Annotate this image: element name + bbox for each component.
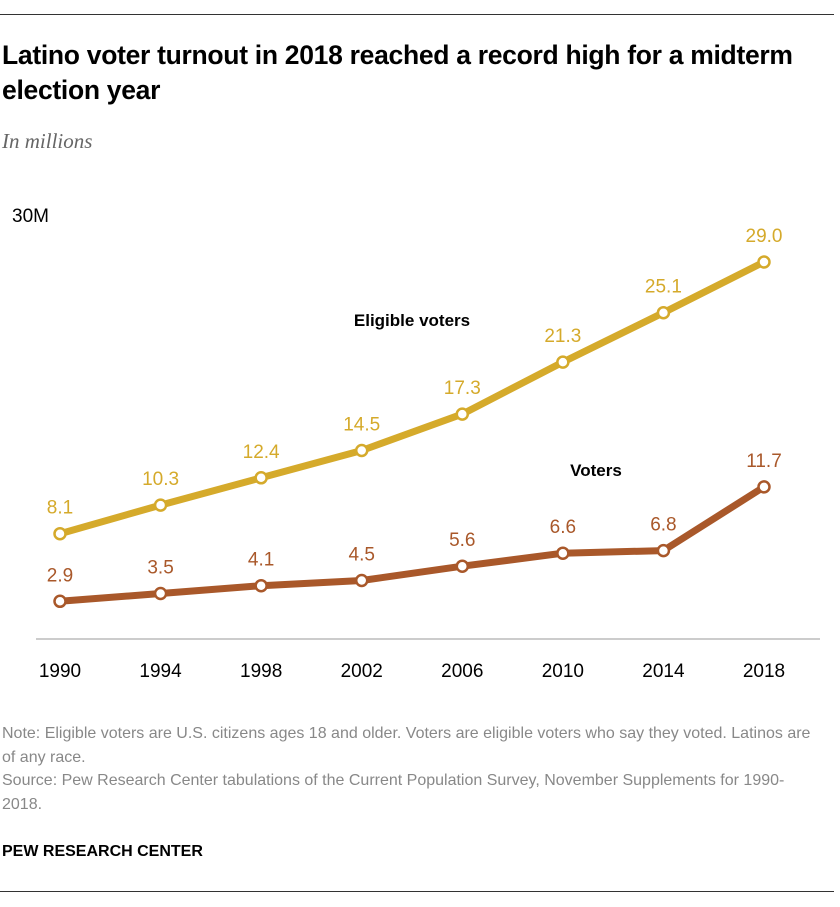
data-point bbox=[757, 480, 771, 494]
data-point bbox=[254, 578, 268, 593]
chart-title: Latino voter turnout in 2018 reached a r… bbox=[2, 40, 793, 105]
x-tick-label: 1998 bbox=[240, 661, 282, 682]
data-label: 2.9 bbox=[47, 565, 73, 586]
data-point bbox=[53, 526, 67, 541]
note-text: Note: Eligible voters are U.S. citizens … bbox=[2, 725, 811, 766]
brand-logo-text: PEW RESEARCH CENTER bbox=[2, 843, 203, 860]
data-label: 6.8 bbox=[650, 515, 676, 536]
data-point bbox=[455, 559, 470, 573]
data-label: 14.5 bbox=[343, 415, 380, 436]
data-point bbox=[556, 355, 570, 369]
x-tick-label: 2014 bbox=[642, 661, 685, 682]
data-label: 10.3 bbox=[142, 469, 179, 490]
data-label: 5.6 bbox=[449, 530, 475, 551]
series-label: Eligible voters bbox=[354, 311, 470, 330]
data-label: 3.5 bbox=[147, 558, 173, 579]
data-label: 29.0 bbox=[746, 226, 783, 247]
data-point bbox=[757, 255, 771, 269]
x-tick-label: 2002 bbox=[341, 661, 383, 682]
data-label: 6.6 bbox=[550, 517, 576, 538]
series-line-voters bbox=[59, 483, 766, 605]
data-point bbox=[455, 407, 470, 421]
line-chart: 30M 1990 1994 1998 2002 2006 2010 2014 2018 8.1 10… bbox=[12, 206, 820, 682]
data-point bbox=[556, 546, 570, 560]
top-rule bbox=[0, 14, 834, 15]
data-point bbox=[53, 594, 67, 609]
data-point bbox=[656, 543, 671, 558]
x-tick-label: 1990 bbox=[39, 661, 81, 682]
x-tick-label: 2006 bbox=[441, 661, 483, 682]
x-tick-label: 1994 bbox=[139, 661, 182, 682]
series-line-eligible-voters bbox=[59, 258, 766, 538]
data-point bbox=[354, 443, 369, 458]
chart-subtitle: In millions bbox=[2, 129, 93, 153]
data-label: 4.5 bbox=[349, 545, 375, 566]
bottom-rule bbox=[0, 891, 834, 892]
data-point bbox=[153, 586, 168, 601]
data-label: 4.1 bbox=[248, 550, 274, 571]
x-tick-label: 2018 bbox=[743, 661, 785, 682]
data-point bbox=[656, 305, 671, 320]
data-label: 17.3 bbox=[444, 378, 481, 399]
source-text: Source: Pew Research Center tabulations … bbox=[2, 772, 785, 813]
data-point bbox=[354, 573, 369, 588]
x-tick-label: 2010 bbox=[542, 661, 584, 682]
data-label: 11.7 bbox=[746, 451, 782, 472]
y-axis-top-label: 30M bbox=[12, 206, 49, 227]
data-point bbox=[254, 471, 268, 485]
data-label: 8.1 bbox=[47, 498, 73, 519]
series-label: Voters bbox=[570, 461, 622, 480]
chart-notes: Note: Eligible voters are U.S. citizens … bbox=[2, 722, 822, 816]
data-label: 21.3 bbox=[544, 326, 581, 347]
data-label: 12.4 bbox=[243, 442, 280, 463]
data-label: 25.1 bbox=[645, 277, 682, 298]
data-point bbox=[153, 498, 168, 512]
